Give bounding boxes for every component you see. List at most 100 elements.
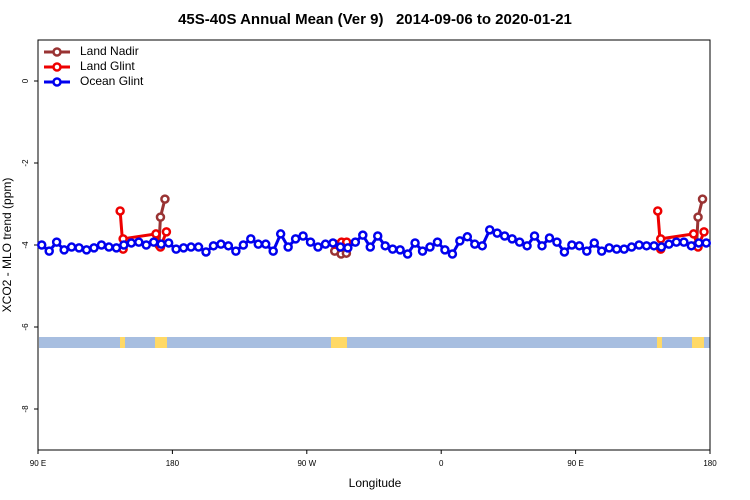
x-axis-label: Longitude	[349, 476, 402, 490]
point	[246, 234, 256, 244]
point	[455, 236, 465, 246]
point	[574, 241, 585, 251]
point	[298, 231, 308, 241]
point	[126, 238, 137, 248]
legend-marker	[52, 77, 62, 87]
point	[119, 240, 129, 250]
point	[350, 237, 361, 247]
point	[148, 237, 159, 247]
point	[193, 242, 204, 252]
point	[596, 246, 607, 256]
point	[641, 241, 652, 251]
point	[290, 234, 301, 244]
point	[559, 247, 570, 257]
x-tick-label: 180	[166, 459, 180, 468]
point	[115, 206, 125, 216]
point	[499, 231, 510, 241]
point	[156, 239, 166, 249]
point	[320, 239, 331, 249]
point	[544, 233, 555, 243]
point	[275, 229, 286, 239]
point	[238, 240, 249, 250]
y-tick-label: -4	[21, 241, 30, 249]
point	[514, 237, 525, 247]
point	[216, 239, 226, 249]
point	[410, 238, 420, 248]
point	[96, 240, 107, 250]
legend-label: Ocean Glint	[80, 74, 144, 88]
point	[679, 237, 689, 247]
point	[447, 249, 458, 259]
point	[686, 241, 697, 251]
y-tick-label: -8	[21, 405, 30, 413]
point	[688, 229, 699, 239]
x-tick-label: 90 E	[567, 459, 583, 468]
point	[141, 240, 152, 250]
point	[697, 194, 708, 204]
point	[89, 243, 99, 253]
point	[335, 242, 346, 252]
x-tick-label: 0	[439, 459, 444, 468]
point	[74, 243, 84, 253]
x-tick-label: 90 E	[30, 459, 46, 468]
point	[51, 237, 62, 247]
point	[223, 241, 234, 251]
point	[402, 249, 413, 259]
point	[693, 212, 703, 222]
point	[589, 238, 600, 248]
point	[656, 242, 667, 252]
point	[343, 243, 353, 253]
y-tick-label: -2	[21, 159, 30, 167]
point	[81, 245, 92, 255]
point	[66, 242, 77, 252]
point	[186, 242, 196, 252]
point	[151, 229, 161, 239]
point	[358, 230, 368, 240]
point	[111, 243, 122, 253]
point	[380, 241, 390, 251]
chart-title: 45S-40S Annual Mean (Ver 9) 2014-09-06 t…	[178, 11, 572, 28]
x-tick-label: 180	[703, 459, 717, 468]
point	[201, 247, 211, 257]
point	[59, 245, 69, 255]
point	[253, 239, 264, 249]
point	[649, 241, 659, 251]
point	[567, 240, 577, 250]
point	[699, 227, 709, 237]
point	[231, 246, 241, 256]
point	[552, 237, 562, 247]
point	[305, 237, 316, 247]
point	[44, 246, 54, 256]
point	[634, 240, 644, 250]
point	[492, 228, 502, 238]
point	[171, 244, 181, 254]
point	[477, 241, 488, 251]
point	[372, 231, 383, 241]
legend-label: Land Nadir	[80, 44, 139, 58]
point	[36, 240, 47, 250]
point	[537, 241, 547, 251]
point	[160, 194, 170, 204]
point	[440, 245, 450, 255]
point	[470, 239, 480, 249]
point	[582, 246, 592, 256]
legend-label: Land Glint	[80, 59, 135, 73]
point	[626, 242, 637, 252]
point	[387, 244, 398, 254]
point	[652, 206, 663, 216]
point	[664, 239, 674, 249]
surface-band	[39, 337, 710, 348]
point	[163, 238, 174, 248]
point	[484, 225, 495, 235]
point	[260, 239, 271, 249]
point	[694, 238, 704, 248]
point	[365, 242, 376, 252]
point	[611, 244, 622, 254]
point	[155, 212, 166, 222]
point	[134, 237, 144, 247]
x-tick-label: 90 W	[297, 459, 316, 468]
point	[655, 234, 666, 244]
point	[313, 242, 323, 252]
point	[432, 237, 443, 247]
